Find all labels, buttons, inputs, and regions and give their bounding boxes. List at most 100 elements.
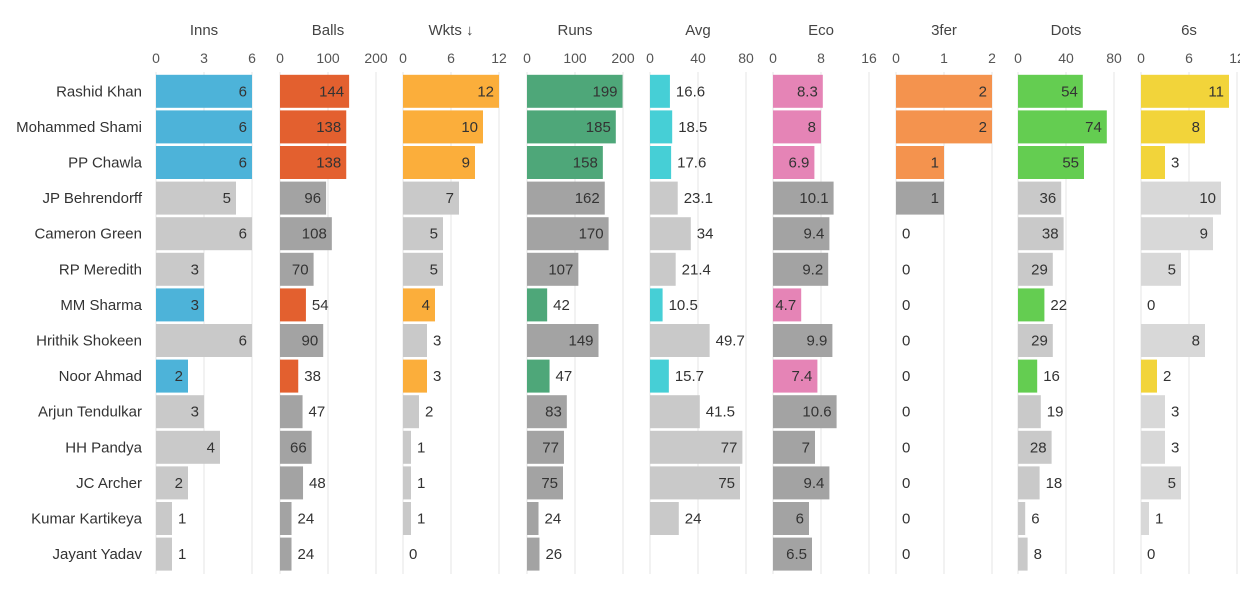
value-label-avg-hh-pandya: 77 [721, 439, 738, 456]
value-label-inns-hrithik-shokeen: 6 [239, 333, 247, 350]
value-label-inns-cameron-green: 6 [239, 226, 247, 243]
tick-label-avg-0: 0 [646, 50, 654, 66]
bar-runs-rp-meredith [527, 252, 579, 286]
bar-runs-hrithik-shokeen [527, 324, 599, 357]
bar-6s-arjun-tendulkar [1141, 395, 1165, 429]
bar-balls-kumar-kartikeya [280, 502, 292, 535]
bar-3fer-mohammed-shami [896, 110, 992, 144]
bar-inns-rashid-khan [156, 74, 252, 108]
value-label-eco-jc-archer: 9.4 [804, 475, 825, 492]
bar-dots-kumar-kartikeya [1018, 502, 1026, 535]
bar-avg-hrithik-shokeen [650, 324, 710, 357]
bar-dots-rashid-khan [1018, 74, 1083, 108]
value-label-balls-pp-chawla: 138 [316, 155, 341, 172]
value-label-runs-jayant-yadav: 26 [545, 546, 562, 563]
bar-runs-cameron-green [527, 217, 609, 251]
value-label-inns-kumar-kartikeya: 1 [178, 511, 186, 528]
value-label-inns-rp-meredith: 3 [191, 261, 199, 278]
value-label-6s-cameron-green: 9 [1200, 226, 1208, 243]
bar-wkts-noor-ahmad [403, 359, 427, 393]
tick-label-dots-0: 0 [1014, 50, 1022, 66]
bar-eco-noor-ahmad [773, 359, 818, 393]
value-label-3fer-mohammed-shami: 2 [979, 119, 987, 136]
value-label-eco-noor-ahmad: 7.4 [792, 368, 813, 385]
value-label-runs-rp-meredith: 107 [548, 261, 573, 278]
value-label-eco-kumar-kartikeya: 6 [796, 511, 804, 528]
value-label-inns-jc-archer: 2 [175, 475, 183, 492]
value-label-inns-pp-chawla: 6 [239, 155, 247, 172]
value-label-dots-jp-behrendorff: 36 [1040, 190, 1057, 207]
tick-label-inns-2: 6 [248, 50, 256, 66]
bar-balls-pp-chawla [280, 146, 347, 179]
value-label-inns-jp-behrendorff: 5 [223, 190, 231, 207]
bar-avg-kumar-kartikeya [650, 502, 679, 535]
value-label-inns-mm-sharma: 3 [191, 297, 199, 314]
value-label-6s-jp-behrendorff: 10 [1199, 190, 1216, 207]
value-label-6s-hh-pandya: 3 [1171, 439, 1179, 456]
value-label-balls-cameron-green: 108 [302, 226, 327, 243]
bar-6s-noor-ahmad [1141, 359, 1157, 393]
bar-runs-pp-chawla [527, 146, 603, 179]
bar-6s-kumar-kartikeya [1141, 502, 1149, 535]
column-header-avg: Avg [685, 22, 711, 39]
value-label-avg-jp-behrendorff: 23.1 [684, 190, 713, 207]
bar-wkts-jp-behrendorff [403, 181, 459, 215]
column-header-dots: Dots [1051, 22, 1082, 39]
tick-label-3fer-0: 0 [892, 50, 900, 66]
value-label-avg-hrithik-shokeen: 49.7 [716, 333, 745, 350]
value-label-eco-arjun-tendulkar: 10.6 [802, 404, 831, 421]
value-label-6s-kumar-kartikeya: 1 [1155, 511, 1163, 528]
bar-runs-kumar-kartikeya [527, 502, 539, 535]
bar-balls-mm-sharma [280, 288, 306, 322]
value-label-balls-rp-meredith: 70 [292, 261, 309, 278]
bar-balls-hrithik-shokeen [280, 324, 324, 357]
value-label-wkts-cameron-green: 5 [430, 226, 438, 243]
value-label-6s-rp-meredith: 5 [1168, 261, 1176, 278]
value-label-balls-jayant-yadav: 24 [298, 546, 315, 563]
bar-balls-arjun-tendulkar [280, 395, 303, 429]
value-label-3fer-hh-pandya: 0 [902, 439, 910, 456]
bar-balls-cameron-green [280, 217, 332, 251]
bar-inns-mohammed-shami [156, 110, 252, 144]
player-label-jp-behrendorff: JP Behrendorff [42, 190, 142, 207]
value-label-runs-cameron-green: 170 [579, 226, 604, 243]
bar-balls-hh-pandya [280, 430, 312, 464]
value-label-eco-mm-sharma: 4.7 [775, 297, 796, 314]
value-label-balls-hh-pandya: 66 [290, 439, 307, 456]
bar-balls-noor-ahmad [280, 359, 299, 393]
bar-runs-hh-pandya [527, 430, 564, 464]
column-header-wkts: Wkts ↓ [429, 22, 474, 39]
value-label-runs-hrithik-shokeen: 149 [568, 333, 593, 350]
bar-avg-jp-behrendorff [650, 181, 678, 215]
bar-wkts-kumar-kartikeya [403, 502, 411, 535]
bar-6s-rp-meredith [1141, 252, 1181, 286]
value-label-dots-mm-sharma: 22 [1050, 297, 1067, 314]
bar-wkts-mm-sharma [403, 288, 435, 322]
bar-wkts-mohammed-shami [403, 110, 483, 144]
bar-eco-mohammed-shami [773, 110, 821, 144]
value-label-wkts-rp-meredith: 5 [430, 261, 438, 278]
player-label-mm-sharma: MM Sharma [60, 297, 142, 314]
value-label-3fer-kumar-kartikeya: 0 [902, 511, 910, 528]
value-label-avg-jc-archer: 75 [718, 475, 735, 492]
bar-runs-rashid-khan [527, 74, 623, 108]
value-label-6s-mm-sharma: 0 [1147, 297, 1155, 314]
bar-inns-jc-archer [156, 466, 188, 500]
bar-wkts-rashid-khan [403, 74, 499, 108]
value-label-wkts-jp-behrendorff: 7 [446, 190, 454, 207]
tick-label-balls-1: 100 [316, 50, 340, 66]
bar-3fer-jp-behrendorff [896, 181, 944, 215]
tick-label-3fer-1: 1 [940, 50, 948, 66]
tick-label-dots-1: 40 [1058, 50, 1074, 66]
bar-dots-jayant-yadav [1018, 537, 1028, 571]
value-label-dots-kumar-kartikeya: 6 [1031, 511, 1039, 528]
value-label-3fer-jp-behrendorff: 1 [931, 190, 939, 207]
bar-inns-kumar-kartikeya [156, 502, 172, 535]
bar-6s-jc-archer [1141, 466, 1181, 500]
bar-eco-mm-sharma [773, 288, 802, 322]
bar-wkts-cameron-green [403, 217, 443, 251]
bar-runs-mohammed-shami [527, 110, 616, 144]
column-header-3fer: 3fer [931, 22, 957, 39]
value-label-balls-kumar-kartikeya: 24 [298, 511, 315, 528]
